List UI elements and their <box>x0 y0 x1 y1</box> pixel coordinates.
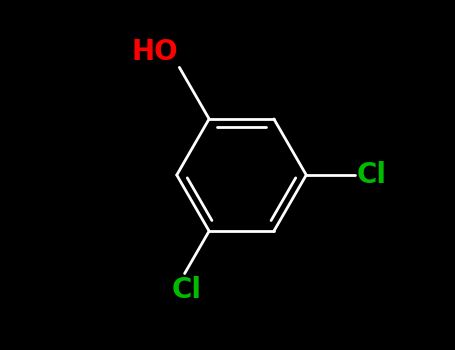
Text: HO: HO <box>131 38 177 66</box>
Text: Cl: Cl <box>172 276 202 304</box>
Text: Cl: Cl <box>357 161 387 189</box>
